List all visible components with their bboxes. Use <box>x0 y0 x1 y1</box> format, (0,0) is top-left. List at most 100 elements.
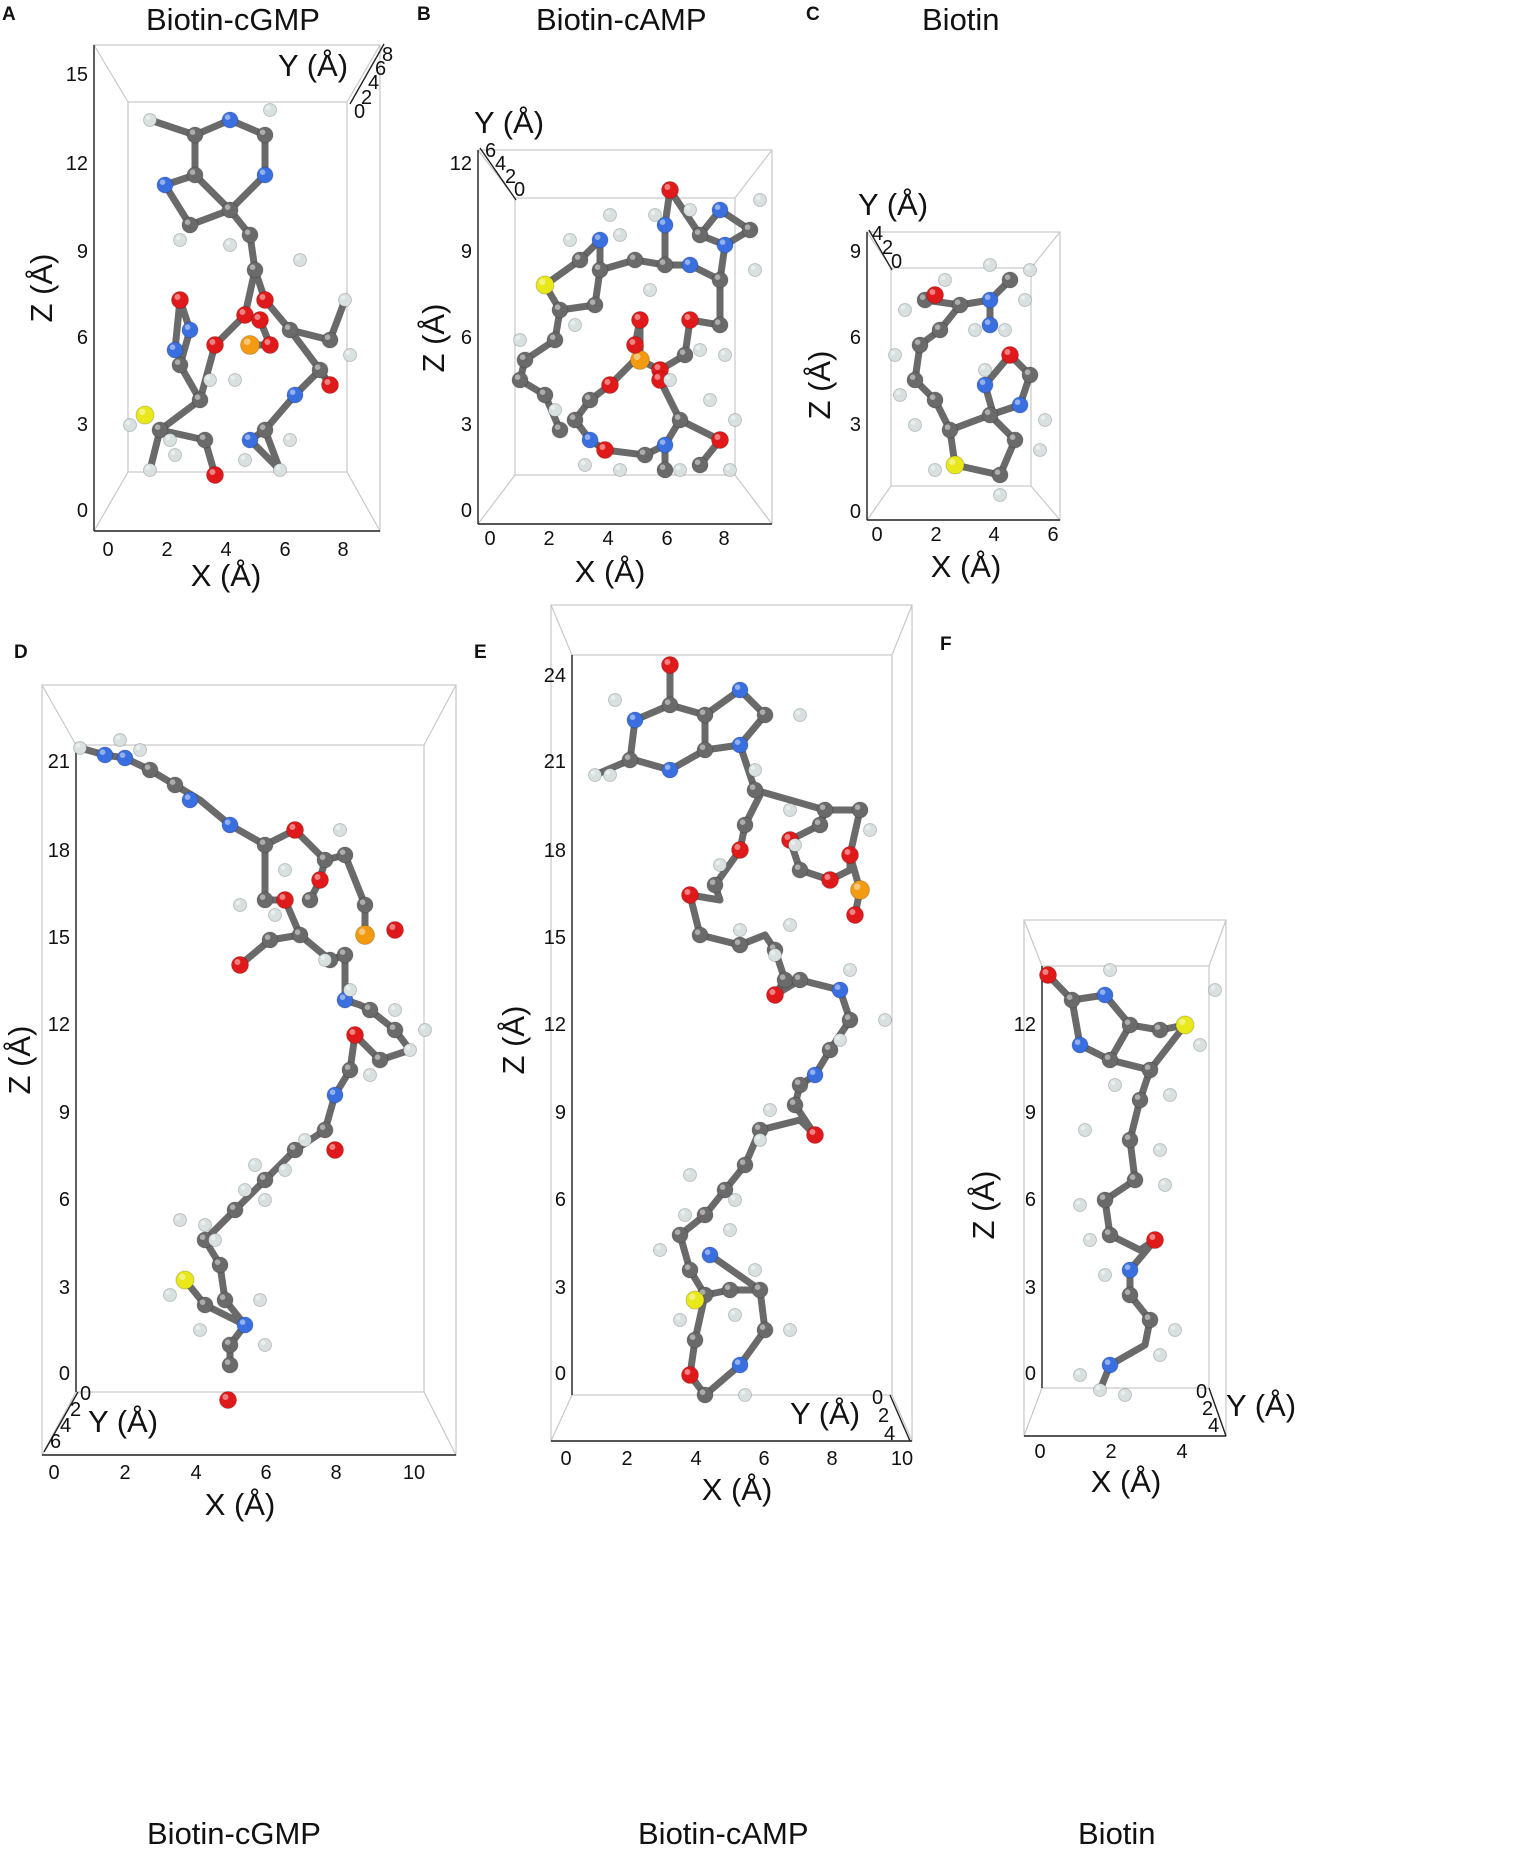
atom-highlight <box>570 320 576 325</box>
atom-highlight <box>329 1144 336 1150</box>
z-tick: 9 <box>555 1102 566 1124</box>
hydrogen-atom <box>578 458 592 472</box>
atom-highlight <box>689 1293 696 1300</box>
hydrogen-atom <box>253 1293 267 1307</box>
hydrogen-atom <box>723 1223 737 1237</box>
y-tick: 0 <box>514 179 525 201</box>
atom-highlight <box>314 364 321 371</box>
atom-highlight <box>244 434 251 441</box>
carbon-atom <box>336 946 354 964</box>
carbon-atom <box>316 1121 334 1139</box>
hydrogen-atom <box>343 983 357 997</box>
carbon-atom <box>851 801 869 819</box>
hydrogen-atom <box>748 263 762 277</box>
x-tick: 8 <box>337 539 348 561</box>
oxygen-atom <box>846 906 864 924</box>
oxygen-atom <box>841 846 859 864</box>
nitrogen-atom <box>326 1086 344 1104</box>
hydrogen-atom <box>833 1033 847 1047</box>
atom-highlight <box>684 1369 691 1375</box>
z-tick: 12 <box>66 153 88 175</box>
atom-highlight <box>209 339 216 345</box>
hydrogen-atom <box>728 1193 742 1207</box>
atom-highlight <box>289 389 296 396</box>
atom-highlight <box>685 205 691 211</box>
nitrogen-atom <box>626 711 644 729</box>
carbon-atom <box>941 421 959 439</box>
y-tick: 4 <box>60 1415 71 1437</box>
carbon-atom <box>786 1096 804 1114</box>
z-tick: 12 <box>450 153 472 175</box>
atom-highlight <box>304 894 311 900</box>
panel-title: Biotin <box>1078 1816 1156 1851</box>
atom-highlight <box>759 709 766 715</box>
x-tick: 0 <box>560 1448 571 1470</box>
atom-highlight <box>519 354 526 361</box>
carbon-atom <box>256 836 274 854</box>
carbon-atom <box>756 706 774 724</box>
hydrogen-atom <box>1018 293 1032 307</box>
atom-highlight <box>1144 1064 1151 1070</box>
carbon-atom <box>261 931 279 949</box>
nitrogen-atom <box>156 176 174 194</box>
hydrogen-atom <box>273 463 287 477</box>
atom-highlight <box>895 390 901 395</box>
hydrogen-atom <box>1208 983 1222 997</box>
atom-highlight <box>634 314 641 320</box>
z-tick-labels: 0 3 6 9 12 15 18 21 <box>48 751 70 1385</box>
carbon-atom <box>141 761 159 779</box>
atom-highlight <box>339 849 346 855</box>
hydrogen-atom <box>1023 263 1037 277</box>
sulfur-atom <box>1175 1015 1195 1035</box>
x-tick: 4 <box>988 524 999 546</box>
carbon-atom <box>186 126 204 144</box>
atom-highlight <box>358 928 366 935</box>
panel-title: Biotin-cGMP <box>146 2 320 37</box>
z-axis-label: Z (Å) <box>416 304 451 373</box>
carbon-atom <box>321 331 339 349</box>
atom-highlight <box>794 864 801 870</box>
carbon-atom <box>791 861 809 879</box>
atom-highlight <box>1149 1234 1156 1240</box>
atom-highlight <box>244 229 251 235</box>
hydrogen-atom <box>163 433 177 447</box>
atom-highlight <box>260 1195 266 1200</box>
nitrogen-atom <box>711 201 729 219</box>
z-tick: 9 <box>1025 1102 1036 1124</box>
panel-title: Biotin-cAMP <box>536 2 707 37</box>
atom-highlight <box>659 439 666 446</box>
atom-highlight <box>954 299 961 306</box>
atom-highlight <box>940 275 946 280</box>
atom-highlight <box>1075 1200 1081 1205</box>
atom-highlight <box>169 344 176 351</box>
atom-highlight <box>319 854 326 860</box>
atom-highlight <box>159 179 166 185</box>
atom-highlight <box>229 1204 236 1210</box>
atom-highlight <box>615 230 621 236</box>
panel-title: Biotin-cAMP <box>638 1816 809 1851</box>
hydrogen-atom <box>728 413 742 427</box>
z-tick: 9 <box>850 241 861 263</box>
carbon-atom <box>281 321 299 339</box>
atom-highlight <box>335 825 341 830</box>
hydrogen-atom <box>403 1043 417 1057</box>
y-tick-labels: 0 2 4 <box>872 1387 911 1445</box>
molecule <box>511 181 767 479</box>
y-tick: 2 <box>882 237 893 259</box>
atom-highlight <box>154 424 161 431</box>
oxygen-atom <box>821 871 839 889</box>
y-tick: 4 <box>495 153 506 175</box>
hydrogen-atom <box>1118 1388 1132 1402</box>
atom-highlight <box>179 1273 186 1280</box>
sulfur-atom <box>535 275 555 295</box>
atom-highlight <box>890 350 896 355</box>
y-tick: 4 <box>884 1423 895 1445</box>
oxygen-atom <box>206 336 224 354</box>
carbon-atom <box>1151 1021 1169 1039</box>
hydrogen-atom <box>278 1163 292 1177</box>
carbon-atom <box>711 316 729 334</box>
atom-highlight <box>845 965 851 970</box>
oxygen-atom <box>711 431 729 449</box>
atom-highlight <box>539 389 546 396</box>
x-tick: 8 <box>718 528 729 550</box>
